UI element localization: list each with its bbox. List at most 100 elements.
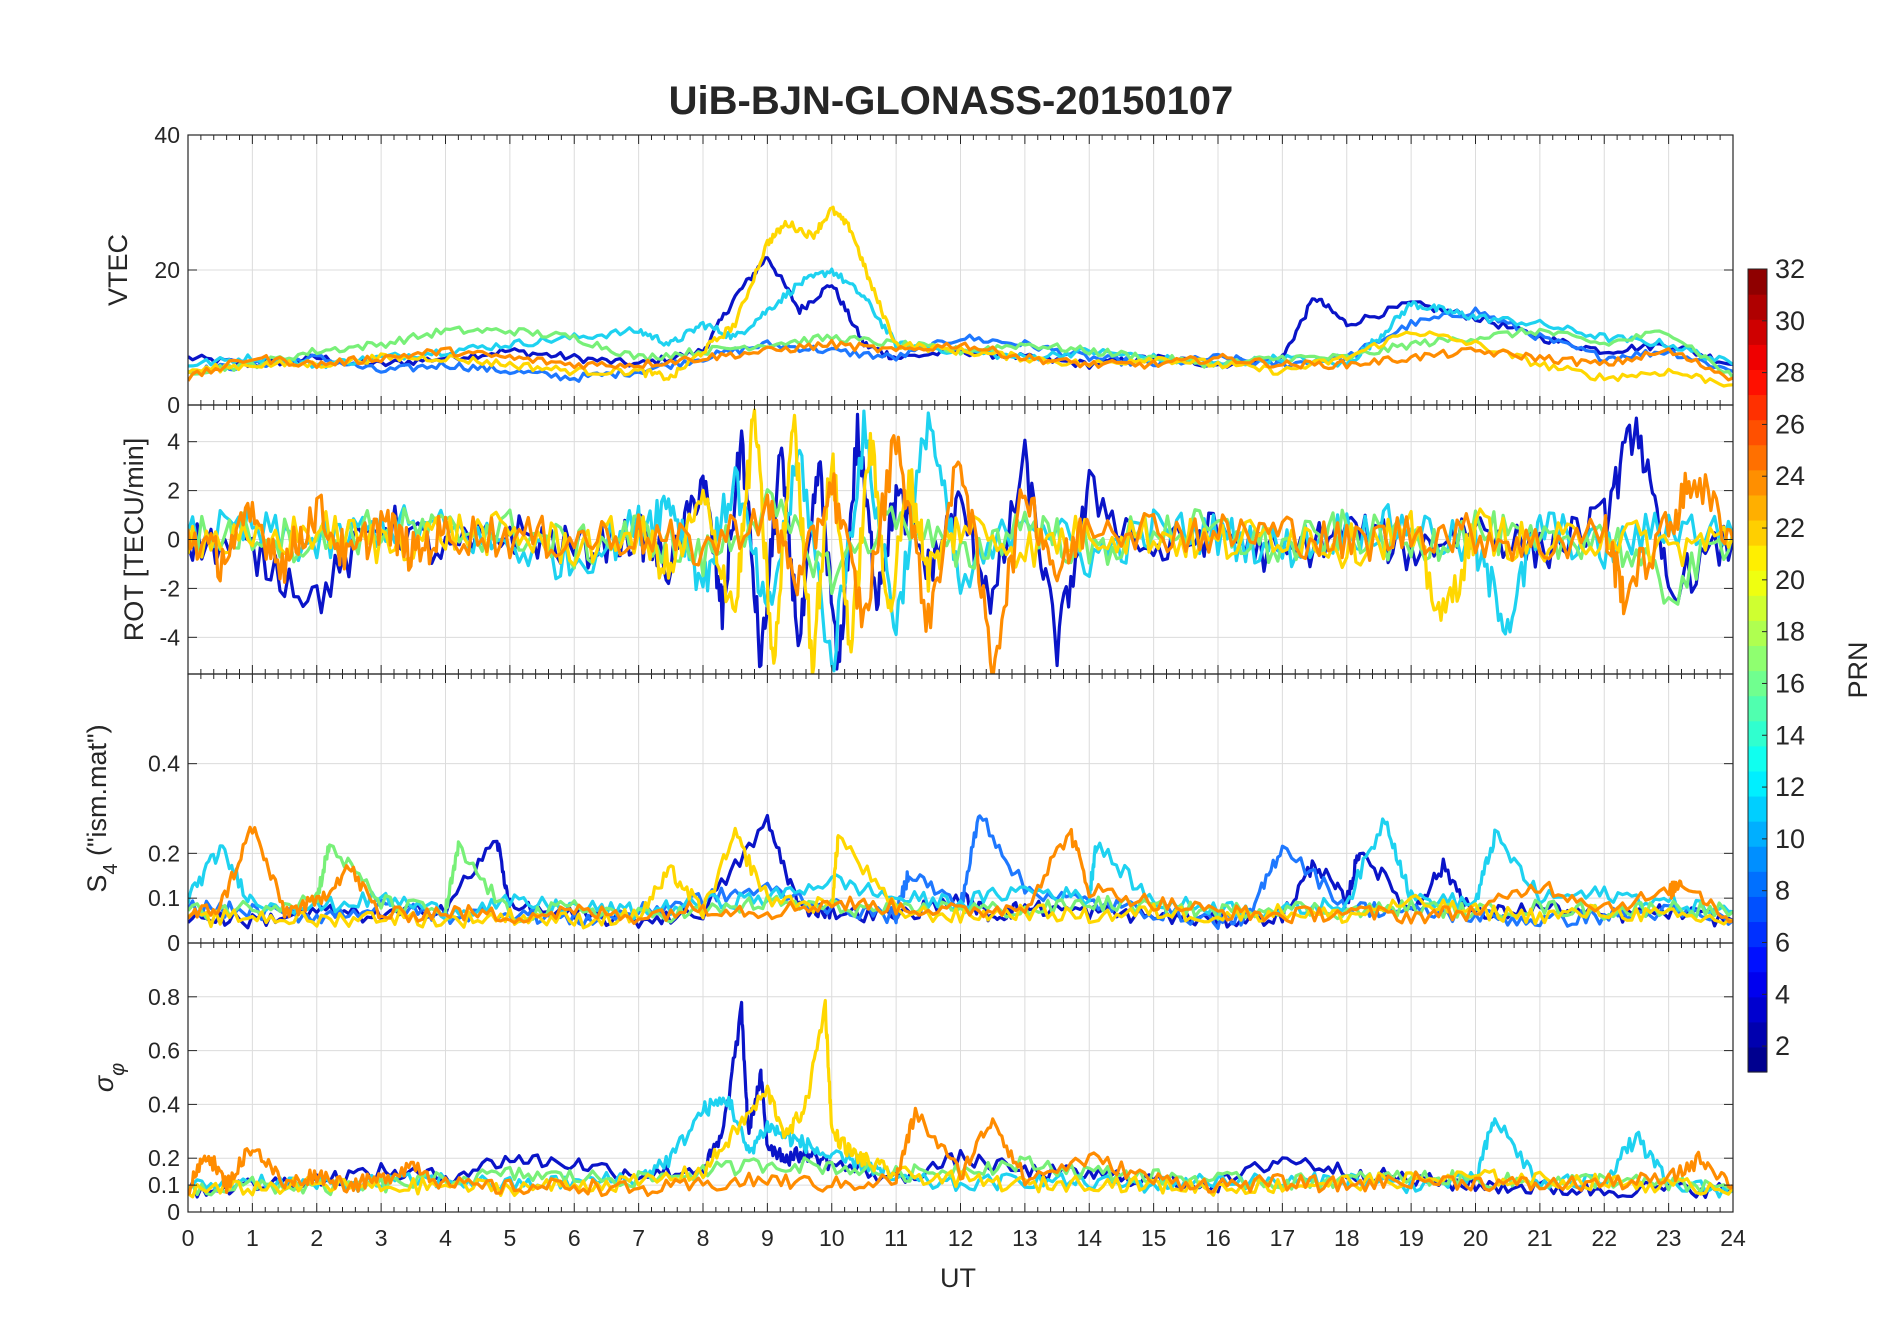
x-axis-label: UT — [940, 1263, 976, 1293]
x-tick-label: 23 — [1656, 1225, 1682, 1251]
colorbar-tick-label: 32 — [1775, 254, 1805, 284]
x-tick-label: 8 — [697, 1225, 710, 1251]
series-line-rot-4 — [188, 434, 1733, 674]
series-line-s4-4 — [188, 826, 1733, 930]
x-tick-label: 10 — [819, 1225, 845, 1251]
y-tick-label: 0.2 — [148, 1145, 180, 1171]
x-tick-label: 16 — [1205, 1225, 1231, 1251]
y-tick-label: 0.1 — [148, 885, 180, 911]
y-tick-label: 0 — [167, 392, 180, 418]
colorbar-segment — [1748, 871, 1767, 897]
colorbar-segment — [1748, 444, 1767, 471]
y-tick-label: 0.1 — [148, 1172, 180, 1198]
colorbar-tick-label: 18 — [1775, 617, 1805, 647]
x-tick-label: 21 — [1527, 1225, 1553, 1251]
colorbar-segment — [1748, 620, 1767, 647]
y-label-base: S — [82, 875, 112, 893]
x-tick-label: 13 — [1012, 1225, 1038, 1251]
series-line-sigma_phi-3 — [188, 998, 1733, 1199]
x-tick-label: 15 — [1141, 1225, 1167, 1251]
colorbar-segment — [1748, 545, 1767, 571]
series-group-s4 — [188, 813, 1733, 931]
colorbar-tick-label: 14 — [1775, 720, 1805, 750]
colorbar-tick-label: 4 — [1775, 979, 1790, 1009]
y-label-rest: ("ism.mat") — [82, 724, 112, 863]
x-tick-label: 4 — [439, 1225, 452, 1251]
y-tick-label: 40 — [154, 122, 180, 148]
colorbar-segment — [1748, 494, 1767, 521]
series-group-rot — [188, 408, 1733, 674]
y-tick-label: -2 — [160, 575, 180, 601]
x-tick-label: 1 — [246, 1225, 259, 1251]
ticks-sigma_phi: 00.10.2 0.4 0.6 0.8 — [148, 943, 1734, 1225]
colorbar-tick-label: 16 — [1775, 668, 1805, 698]
colorbar-frame — [1747, 268, 1768, 1073]
ticks-vtec: 0 20 40 — [154, 122, 1734, 418]
panel-rot: -4 -2 0 2 4 ROT [TECU/min] — [119, 404, 1734, 675]
ticks-rot: -4 -2 0 2 4 — [160, 405, 1734, 674]
y-tick-label: 2 — [167, 478, 180, 504]
y-label-subscript: φ — [107, 1063, 129, 1076]
series-line-vtec-5 — [188, 338, 1733, 382]
colorbar-segment — [1748, 269, 1767, 295]
colorbar-segment — [1748, 846, 1767, 872]
y-tick-label: 0 — [167, 527, 180, 553]
x-tick-label: 3 — [375, 1225, 388, 1251]
colorbar-segment — [1748, 821, 1767, 847]
colorbar-segment — [1748, 294, 1767, 320]
x-tick-label: 24 — [1720, 1225, 1746, 1251]
colorbar-tick-label: 24 — [1775, 461, 1805, 491]
chart-title: UiB-BJN-GLONASS-20150107 — [669, 79, 1234, 123]
colorbar-segment — [1748, 921, 1767, 948]
y-label-base: σ — [89, 1074, 119, 1092]
colorbar-label: PRN — [1843, 641, 1873, 698]
colorbar-segment — [1748, 896, 1767, 923]
y-tick-label: 0.8 — [148, 984, 180, 1010]
colorbar-segment — [1748, 570, 1767, 596]
colorbar-tick-label: 30 — [1775, 306, 1805, 336]
colorbar-tick-label: 10 — [1775, 824, 1805, 854]
colorbar-segment — [1748, 720, 1767, 747]
x-tick-label: 11 — [884, 1225, 908, 1251]
x-tick-label: 18 — [1334, 1225, 1360, 1251]
x-tick-label: 0 — [182, 1225, 195, 1251]
x-axis: 0 1 2 3 4 5 6 7 8 9 10 11 12 13 14 15 16 17 18 19 20 21 22 23 24 — [182, 1225, 1746, 1251]
colorbar-segment — [1748, 971, 1767, 998]
series-group-vtec — [188, 205, 1733, 388]
colorbar-segment — [1748, 770, 1767, 797]
series-line-vtec-4 — [188, 205, 1733, 388]
series-group-sigma_phi — [188, 998, 1733, 1199]
colorbar-segment — [1748, 469, 1767, 496]
colorbar-segment — [1748, 369, 1767, 396]
x-tick-label: 2 — [310, 1225, 323, 1251]
x-tick-label: 5 — [503, 1225, 516, 1251]
x-tick-label: 17 — [1270, 1225, 1296, 1251]
x-tick-label: 19 — [1398, 1225, 1424, 1251]
colorbar-tick-label: 20 — [1775, 565, 1805, 595]
series-line-s4-5 — [188, 825, 1733, 926]
panel-sigma_phi: 00.10.2 0.4 0.6 0.8 σφ — [89, 942, 1734, 1225]
colorbar-segment — [1748, 595, 1767, 621]
x-tick-label: 22 — [1591, 1225, 1617, 1251]
colorbar-tick-label: 28 — [1775, 358, 1805, 388]
x-tick-label: 9 — [761, 1225, 774, 1251]
y-axis-label-rot: ROT [TECU/min] — [119, 438, 149, 642]
colorbar-tick-label: 8 — [1775, 876, 1790, 906]
series-line-vtec-1 — [188, 306, 1733, 383]
colorbar-segment — [1748, 319, 1767, 345]
x-tick-label: 7 — [632, 1225, 645, 1251]
colorbar-segment — [1748, 996, 1767, 1023]
colorbar-tick-label: 26 — [1775, 409, 1805, 439]
ticks-s4: 0 0.1 0.2 0.4 — [148, 674, 1734, 956]
colorbar-tick-label: 6 — [1775, 927, 1790, 957]
colorbar-segment — [1748, 795, 1767, 822]
y-tick-label: 0.2 — [148, 840, 180, 866]
colorbar-segment — [1748, 745, 1767, 772]
y-tick-label: 20 — [154, 257, 180, 283]
series-line-sigma_phi-4 — [188, 1106, 1733, 1198]
y-tick-label: 0.4 — [148, 751, 180, 777]
colorbar-segment — [1748, 695, 1767, 722]
